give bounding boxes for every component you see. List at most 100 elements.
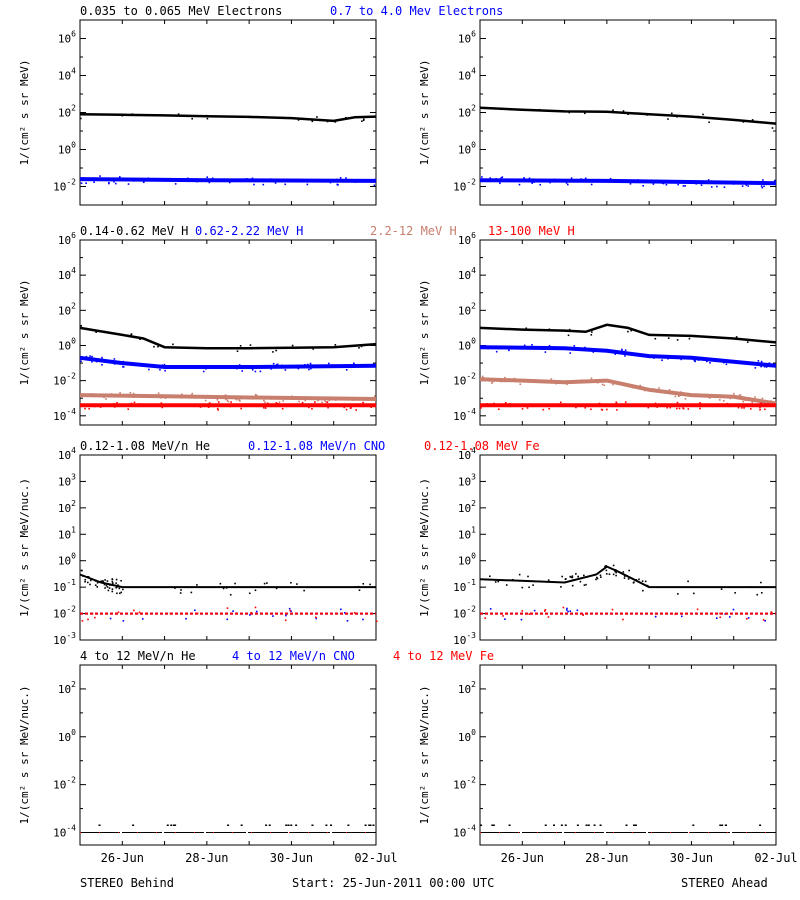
data-point (645, 584, 648, 587)
data-point (89, 583, 91, 586)
data-point (738, 394, 741, 397)
y-tick-label: 100 (458, 336, 476, 352)
series-0-035-to-0-065-mev-electrons (79, 113, 377, 123)
data-point (538, 580, 541, 583)
data-point (568, 179, 570, 182)
data-point (722, 404, 725, 407)
data-point (229, 405, 231, 408)
data-trace (479, 377, 777, 406)
data-point (634, 824, 637, 826)
data-point (565, 182, 568, 184)
data-point (241, 370, 244, 372)
data-point (595, 576, 598, 579)
data-point (255, 394, 258, 397)
data-point (635, 352, 638, 355)
data-point (723, 186, 726, 189)
data-point (615, 574, 617, 577)
data-point (113, 358, 116, 360)
data-point (84, 580, 86, 583)
data-point (369, 583, 371, 586)
data-point (760, 591, 763, 594)
data-point (90, 393, 93, 395)
data-point (109, 583, 112, 586)
data-point (558, 348, 561, 350)
data-point (665, 183, 668, 186)
data-point (570, 576, 573, 579)
data-point (677, 183, 679, 186)
data-point (100, 580, 103, 582)
data-point (327, 406, 329, 409)
panel-row4-behind: 10-4 10-2 100 102 26-Jun 28-Jun 30-Jun 02-Jul 1/… (18, 664, 398, 865)
data-point (250, 612, 253, 614)
data-point (702, 113, 704, 116)
data-point (505, 584, 508, 586)
data-point (149, 394, 152, 397)
data-point (251, 177, 254, 180)
data-point (707, 396, 710, 398)
data-point (687, 580, 689, 583)
data-point (186, 177, 189, 180)
data-point (747, 617, 750, 619)
data-point (609, 177, 612, 180)
data-point (274, 182, 277, 184)
data-point (321, 401, 323, 404)
data-point (695, 182, 698, 185)
data-point (166, 824, 169, 826)
data-point (346, 619, 349, 622)
data-point (759, 824, 762, 826)
data-point (207, 406, 210, 408)
data-point (290, 395, 293, 398)
data-point (687, 408, 690, 410)
data-point (132, 392, 135, 395)
data-point (118, 176, 121, 178)
data-point (290, 610, 292, 613)
data-point (86, 581, 89, 584)
data-point (590, 183, 593, 186)
data-point (528, 586, 530, 589)
data-point (624, 349, 627, 351)
data-point (495, 178, 498, 180)
data-point (667, 337, 670, 339)
data-point (497, 347, 499, 350)
series-legend-label: 4 to 12 MeV/n He (80, 649, 196, 663)
y-axis-label: 1/(cm² s sr MeV) (418, 280, 431, 386)
data-point (639, 384, 642, 387)
data-point (227, 824, 230, 826)
data-point (216, 399, 219, 401)
data-point (323, 399, 326, 402)
data-point (174, 587, 176, 589)
data-point (501, 176, 504, 178)
data-point (227, 400, 230, 403)
data-point (238, 364, 241, 366)
data-point (538, 108, 541, 111)
data-point (120, 591, 123, 594)
data-point (749, 397, 751, 399)
data-point (694, 360, 696, 363)
data-point (613, 380, 615, 383)
data-point (241, 367, 244, 369)
data-point (80, 325, 83, 327)
data-point (160, 402, 163, 404)
data-point (272, 351, 274, 353)
data-point (89, 355, 91, 357)
data-point (596, 381, 599, 384)
y-tick-label: 100 (458, 552, 476, 568)
data-point (641, 580, 644, 582)
data-point (699, 402, 701, 404)
data-point (746, 341, 749, 344)
data-point (336, 183, 339, 186)
data-point (286, 366, 288, 368)
data-point (741, 185, 744, 187)
data-point (289, 609, 291, 612)
data-point (760, 365, 762, 368)
data-point (513, 380, 516, 382)
plot-frame (79, 664, 377, 846)
data-point (219, 582, 222, 585)
data-point (362, 119, 365, 122)
data-point (106, 393, 108, 396)
y-tick-label: 10-2 (453, 178, 476, 194)
data-point (513, 377, 516, 380)
series-0-62-2-22-mev-h (479, 343, 777, 369)
data-point (670, 112, 673, 115)
data-point (738, 362, 741, 365)
